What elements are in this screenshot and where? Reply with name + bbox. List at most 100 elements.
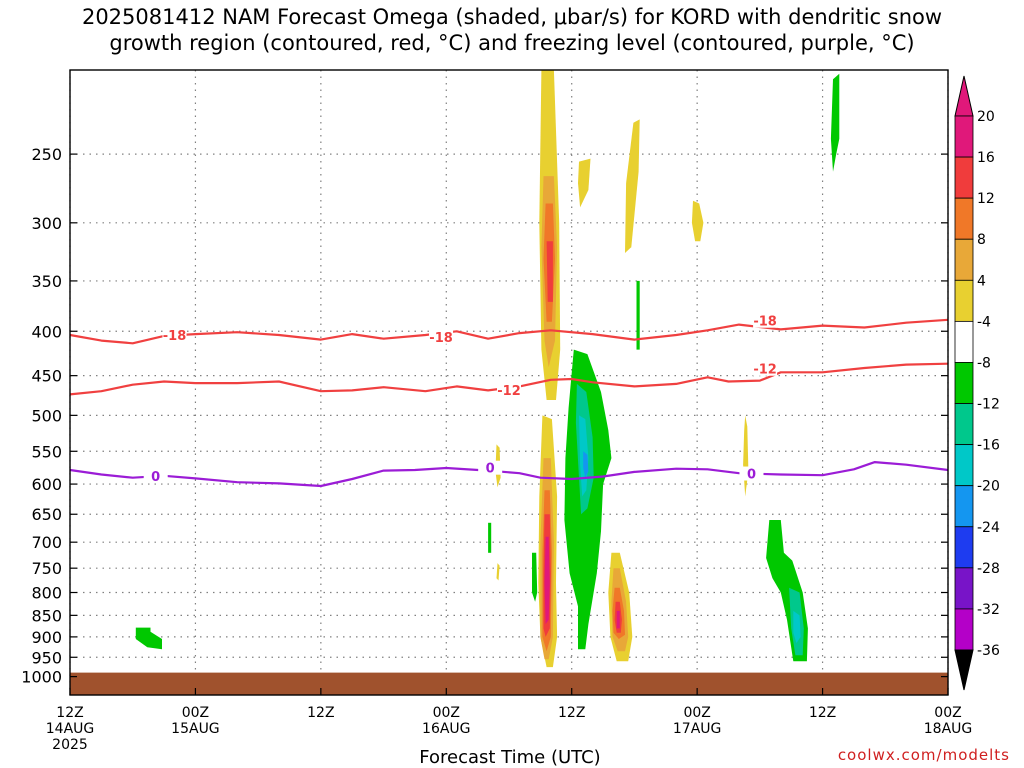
x-tick-label: 2025: [52, 737, 88, 753]
omega-region-neg4: [830, 73, 840, 172]
colorbar-swatch: [954, 238, 974, 281]
y-tick-label: 950: [31, 648, 62, 667]
colorbar-label: -20: [977, 479, 1000, 495]
y-tick-label: 750: [31, 559, 62, 578]
x-tick-label: 12Z: [809, 705, 836, 721]
omega-region-neg4: [636, 280, 640, 350]
contour-label-bg: [478, 460, 503, 475]
contour-label-bg: [753, 361, 778, 376]
y-tick-label: 850: [31, 606, 62, 625]
x-tick-label: 12Z: [307, 705, 334, 721]
contour-line-0: [69, 461, 949, 488]
contour-label: -12: [497, 384, 521, 399]
colorbar-label: 8: [977, 232, 986, 248]
contour-label-bg: [143, 469, 168, 484]
axis-layer: 250 300 350 400 450 500 550 600 650 700 750 800 850 9…: [21, 69, 973, 753]
y-tick-label: 900: [31, 628, 62, 647]
colorbar-label: -4: [977, 314, 991, 330]
omega-region-neg4: [135, 627, 162, 650]
colorbar-swatch: [954, 115, 974, 158]
contour-label: 0: [747, 468, 756, 483]
plot-frame: [69, 69, 949, 696]
colorbar-swatch: [954, 485, 974, 528]
colorbar-label: -16: [977, 438, 1000, 454]
colorbar-label: 4: [977, 273, 986, 289]
x-tick-label: 14AUG: [46, 721, 95, 737]
y-tick-label: 600: [31, 475, 62, 494]
omega-region-4: [691, 200, 704, 242]
contour-label: -18: [753, 315, 777, 330]
x-tick-label: 15AUG: [171, 721, 220, 737]
colorbar-swatch: [954, 320, 974, 363]
y-tick-label: 450: [31, 367, 62, 386]
colorbar-label: -28: [977, 561, 1000, 577]
x-tick-label: 12Z: [56, 705, 83, 721]
colorbar-label: -36: [977, 643, 1000, 659]
colorbar-top-arrow: [954, 75, 974, 117]
colorbar-swatch: [954, 567, 974, 610]
y-tick-label: 400: [31, 322, 62, 341]
colorbar-swatch: [954, 403, 974, 446]
y-tick-label: 1000: [21, 668, 62, 687]
y-tick-label: 300: [31, 214, 62, 233]
colorbar-label: -8: [977, 355, 991, 371]
omega-region-20: [616, 610, 620, 629]
colorbar-bottom-arrow: [954, 649, 974, 691]
credit-link[interactable]: coolwx.com/modelts: [837, 746, 1010, 764]
x-axis-label: Forecast Time (UTC): [419, 747, 600, 768]
colorbar-label: 12: [977, 191, 995, 207]
colorbar-swatch: [954, 279, 974, 322]
y-tick-label: 550: [31, 442, 62, 461]
y-tick-label: 650: [31, 505, 62, 524]
colorbar-swatch: [954, 197, 974, 240]
contour-layer: -18 -18 -18 -12 -12 0 0 0: [69, 313, 949, 488]
contour-label-bg: [162, 327, 187, 342]
contour-label-bg: [739, 466, 764, 481]
y-tick-label: 350: [31, 272, 62, 291]
colorbar-swatch: [954, 444, 974, 487]
colorbar-label: -24: [977, 520, 1000, 536]
contour-label: -18: [429, 331, 453, 346]
x-tick-label: 16AUG: [422, 721, 471, 737]
x-tick-label: 17AUG: [673, 721, 722, 737]
contour-label: -18: [163, 329, 187, 344]
x-tick-label: 00Z: [433, 705, 460, 721]
contour-label: 0: [486, 462, 495, 477]
colorbar-label: -32: [977, 602, 1000, 618]
colorbar-swatch: [954, 526, 974, 569]
x-tick-label: 18AUG: [924, 721, 973, 737]
x-tick-label: 00Z: [683, 705, 710, 721]
colorbar-label: 16: [977, 150, 995, 166]
contour-label-bg: [429, 329, 454, 344]
colorbar-layer: 20 16 12 8 4 -4 -8 -12 -16 -20 -24 -28 -32 -36: [954, 75, 1000, 691]
omega-region-neg16: [583, 451, 589, 478]
contour-label: -12: [753, 363, 777, 378]
x-tick-label: 00Z: [182, 705, 209, 721]
omega-region-4: [743, 415, 749, 497]
surface-ground: [70, 672, 948, 695]
colorbar-label: -12: [977, 397, 1000, 413]
x-tick-label: 00Z: [934, 705, 961, 721]
colorbar-swatch: [954, 156, 974, 199]
colorbar-label: 20: [977, 109, 995, 125]
omega-layer: [70, 70, 948, 695]
omega-region-4: [578, 158, 591, 208]
omega-region-4: [496, 563, 500, 581]
colorbar-swatch: [954, 362, 974, 404]
colorbar-swatch: [954, 608, 974, 651]
omega-region-16: [546, 241, 553, 302]
contour-label-bg: [497, 383, 521, 398]
chart-title: 2025081412 NAM Forecast Omega (shaded, μ…: [81, 5, 943, 55]
contour-line-neg18: [69, 318, 949, 345]
y-tick-label: 800: [31, 584, 62, 603]
contour-label-bg: [753, 313, 778, 328]
y-tick-label: 250: [31, 145, 62, 164]
omega-region-20: [544, 536, 550, 625]
omega-region-neg4: [488, 522, 492, 553]
contour-label: 0: [151, 470, 160, 485]
x-tick-label: 12Z: [558, 705, 585, 721]
y-tick-label: 700: [31, 533, 62, 552]
omega-region-neg12: [793, 610, 801, 644]
y-tick-label: 500: [31, 406, 62, 425]
